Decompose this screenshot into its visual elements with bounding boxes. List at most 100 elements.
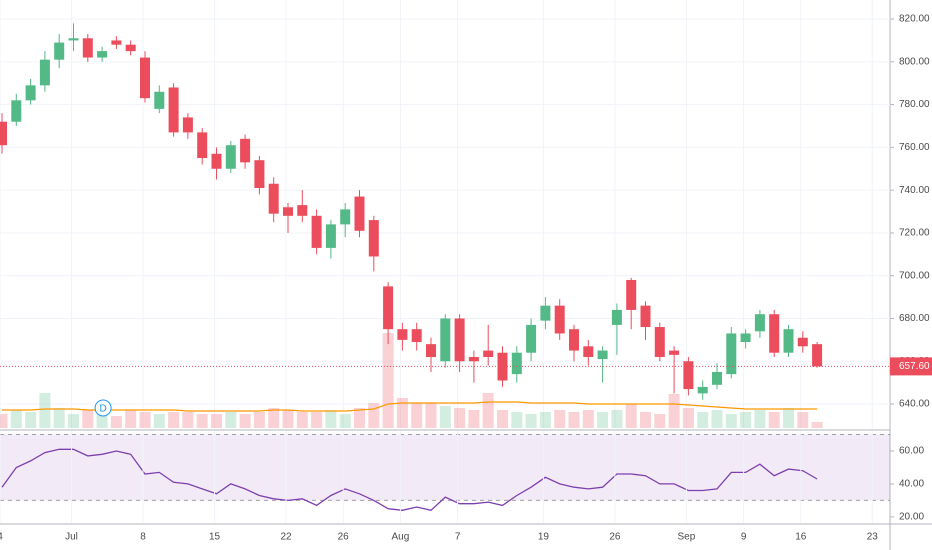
- volume-bar: [225, 412, 237, 428]
- volume-bar: [497, 410, 508, 428]
- candle-body: [569, 329, 579, 351]
- y-tick-label: 40.00: [899, 479, 924, 490]
- x-tick-label: 16: [795, 532, 807, 543]
- volume-bar: [754, 410, 766, 428]
- volume-bar: [196, 414, 208, 428]
- volume-bar: [554, 410, 566, 428]
- candle-body: [283, 207, 293, 216]
- volume-bar: [396, 398, 408, 428]
- candle-body: [211, 153, 222, 169]
- volume-bar: [82, 410, 94, 428]
- volume-bar: [296, 412, 308, 428]
- candle-body: [182, 117, 193, 133]
- x-tick-label: 22: [280, 532, 292, 543]
- volume-ma-line: [2, 401, 818, 412]
- x-tick-label: 23: [867, 532, 879, 543]
- volume-bar: [339, 414, 351, 428]
- candle-body: [540, 305, 551, 321]
- volume-bar: [711, 410, 723, 428]
- candle-body: [697, 386, 708, 394]
- volume-bar: [68, 414, 79, 428]
- candle-body: [11, 100, 22, 122]
- candle-body: [654, 327, 665, 357]
- volume-bar: [382, 333, 394, 428]
- candle-body: [411, 329, 422, 343]
- volume-bar: [668, 394, 680, 428]
- volume-bar: [611, 410, 623, 428]
- candle-body: [554, 305, 565, 334]
- candle-body: [240, 138, 251, 163]
- x-tick-label: Jul: [65, 532, 78, 543]
- last-price-label: 657.60: [899, 361, 930, 372]
- rsi-line: [1, 448, 818, 512]
- volume-bar: [239, 414, 251, 428]
- candle-body: [497, 352, 508, 381]
- candle-body: [511, 352, 522, 375]
- candle-body: [397, 329, 408, 340]
- y-tick-label: 820.00: [899, 14, 930, 25]
- candle-body: [54, 42, 65, 60]
- candle-body: [426, 344, 436, 357]
- volume-bar: [768, 412, 780, 428]
- candle-body: [797, 337, 808, 347]
- candle-body: [383, 286, 394, 330]
- volume-bar: [439, 406, 451, 428]
- volume-bar: [811, 422, 823, 428]
- y-tick-label: 640.00: [899, 399, 930, 410]
- candle-body: [25, 85, 36, 101]
- candle-body: [812, 344, 823, 367]
- volume-bar: [740, 412, 752, 428]
- candle-body: [583, 346, 594, 357]
- volume-bar: [640, 412, 651, 428]
- candle-body: [683, 361, 694, 390]
- x-tick-label: 8: [140, 532, 146, 543]
- candle-body: [640, 305, 651, 328]
- volume-bar: [125, 410, 137, 428]
- candle-body: [168, 87, 179, 133]
- candle-body: [154, 91, 165, 109]
- volume-bar: [568, 412, 580, 428]
- volume-bar: [139, 412, 151, 428]
- candle-body: [340, 209, 351, 225]
- volume-bar: [525, 414, 537, 428]
- volume-bar: [96, 412, 108, 428]
- volume-bar: [211, 414, 222, 428]
- candle-body: [368, 220, 379, 257]
- candle-body: [311, 215, 322, 248]
- x-tick-label: 7: [455, 532, 461, 543]
- volume-bar: [168, 412, 180, 428]
- y-tick-label: 20.00: [899, 512, 924, 523]
- candle-body: [82, 38, 93, 58]
- x-tick-label: 15: [209, 532, 221, 543]
- x-tick-label: 19: [538, 532, 550, 543]
- y-tick-label: 760.00: [899, 142, 930, 153]
- volume-bar: [468, 410, 480, 428]
- volume-bar: [725, 414, 737, 428]
- candle-body: [97, 51, 108, 58]
- candle-body: [611, 309, 622, 325]
- candle-body: [726, 333, 737, 375]
- candle-body: [268, 183, 279, 214]
- y-tick-label: 800.00: [899, 56, 930, 67]
- volume-bar: [10, 410, 22, 428]
- candle-body: [225, 145, 236, 169]
- volume-bar: [482, 393, 494, 428]
- volume-bar: [582, 410, 594, 428]
- volume-bar: [53, 408, 65, 428]
- y-tick-label: 780.00: [899, 99, 930, 110]
- volume-bar: [597, 412, 609, 428]
- rsi-pane: [0, 433, 890, 512]
- volume-bar: [253, 412, 265, 428]
- x-tick-label: 26: [338, 532, 350, 543]
- volume-bar: [654, 414, 666, 428]
- volume-bar: [282, 410, 294, 428]
- y-tick-label: 60.00: [899, 446, 924, 457]
- y-tick-label: 700.00: [899, 270, 930, 281]
- y-tick-label: 740.00: [899, 185, 930, 196]
- volume-bar: [783, 408, 794, 428]
- candle-body: [740, 333, 751, 343]
- candle-body: [769, 314, 780, 353]
- volume-bar: [182, 412, 194, 428]
